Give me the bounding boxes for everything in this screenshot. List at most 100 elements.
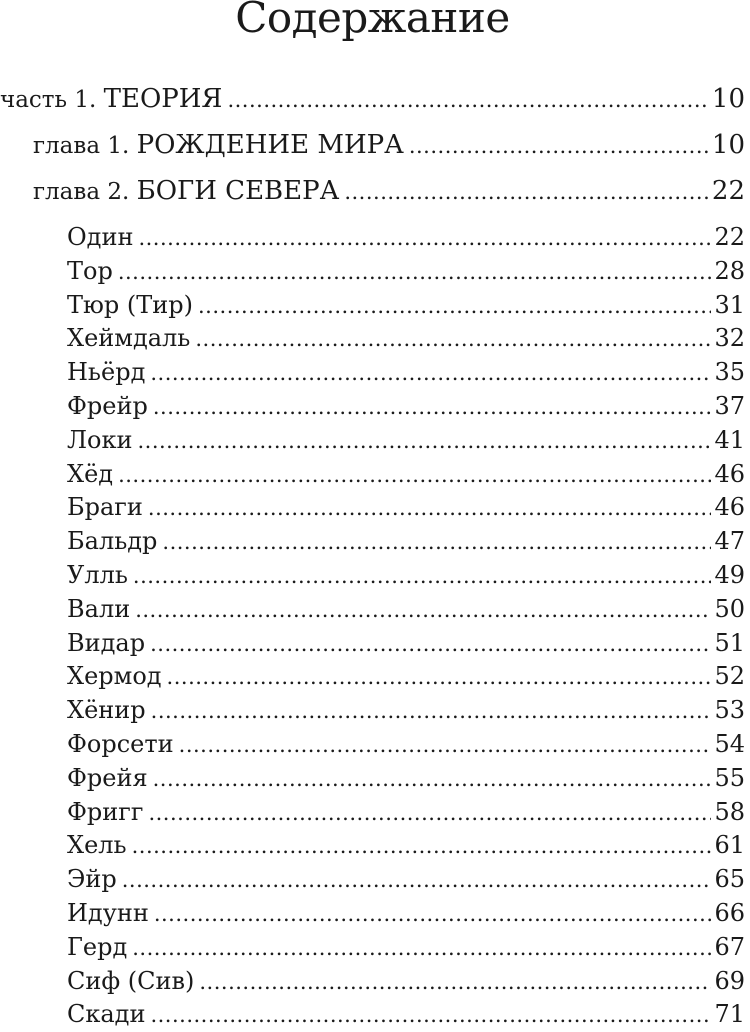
dot-leader <box>227 84 708 116</box>
toc-row-prefix: часть 1. <box>0 87 104 113</box>
toc-row-label: Герд <box>67 932 128 961</box>
dot-leader <box>195 323 711 356</box>
dot-leader <box>132 830 712 863</box>
dot-leader <box>118 459 711 492</box>
toc-row-label: Фрейр <box>67 391 148 420</box>
toc-row: Один 22 <box>0 221 745 255</box>
toc-row-label: Фрейя <box>67 763 148 792</box>
page-number: 52 <box>714 662 745 691</box>
dot-leader <box>118 256 712 289</box>
toc-row-label: Браги <box>67 493 143 522</box>
dot-leader <box>167 661 712 694</box>
page-number: 31 <box>714 290 745 319</box>
toc-row: Хеймдаль 32 <box>0 322 745 356</box>
toc-row: Хель 61 <box>0 829 745 863</box>
toc-row-label: ТЕОРИЯ <box>103 84 223 114</box>
dot-leader <box>132 932 711 965</box>
dot-leader <box>133 560 712 593</box>
toc-row: Форсети 54 <box>0 728 745 762</box>
toc-row: Тюр (Тир) 31 <box>0 289 745 323</box>
toc-row: Сиф (Сив) 69 <box>0 965 745 999</box>
toc-row: Фрейя 55 <box>0 762 745 796</box>
dot-leader <box>150 628 711 661</box>
toc-row-label: Локи <box>67 425 133 454</box>
page-number: 54 <box>714 729 745 758</box>
toc-row-prefix: глава 1. <box>33 133 137 159</box>
page-number: 47 <box>714 527 745 556</box>
dot-leader <box>137 425 711 458</box>
page-number: 61 <box>714 831 745 860</box>
page-number: 46 <box>714 459 745 488</box>
toc-row: Локи 41 <box>0 424 745 458</box>
page-number: 53 <box>714 696 745 725</box>
page-number: 37 <box>714 391 745 420</box>
toc-row-label: Хеймдаль <box>67 324 191 353</box>
page-number: 65 <box>714 865 745 894</box>
toc-row: Идунн 66 <box>0 897 745 931</box>
toc-row: Тор 28 <box>0 255 745 289</box>
page-number: 41 <box>714 425 745 454</box>
page-number: 10 <box>711 84 745 114</box>
toc-row-label: Один <box>67 223 134 251</box>
toc-row: глава 1. РОЖДЕНИЕ МИРА 10 <box>0 129 745 162</box>
toc-row: Бальдр 47 <box>0 525 745 559</box>
toc-row-label: Эйр <box>67 865 117 894</box>
toc-row: Эйр 65 <box>0 863 745 897</box>
dot-leader <box>138 222 711 255</box>
toc-row: часть 1. ТЕОРИЯ 10 <box>0 83 745 116</box>
toc-row-label: Видар <box>67 628 146 657</box>
dot-leader <box>162 526 711 559</box>
toc-row: Вали 50 <box>0 593 745 627</box>
dot-leader <box>153 391 712 424</box>
page-number: 10 <box>711 130 745 160</box>
toc-row-label: Тюр (Тир) <box>67 290 193 319</box>
toc-row-label: Улль <box>67 560 128 589</box>
dot-leader <box>344 176 709 208</box>
toc-row-label: Сиф (Сив) <box>67 966 195 995</box>
toc-row-label: Хёнир <box>67 696 146 725</box>
dot-leader <box>153 763 712 796</box>
page-number: 22 <box>711 176 745 206</box>
dot-leader <box>148 797 711 830</box>
page-number: 69 <box>714 966 745 995</box>
toc-row: Видар 51 <box>0 627 745 661</box>
toc-row-label: Бальдр <box>67 527 158 556</box>
toc-row-label: РОЖДЕНИЕ МИРА <box>136 130 404 160</box>
toc-row: Герд 67 <box>0 931 745 965</box>
dot-leader <box>198 290 711 323</box>
toc-row-label: Ньёрд <box>67 358 146 387</box>
page-number: 67 <box>714 932 745 961</box>
dot-leader <box>409 130 709 162</box>
dot-leader <box>148 492 712 525</box>
toc-row: Хёнир 53 <box>0 694 745 728</box>
page-number: 46 <box>714 493 745 522</box>
page-number: 55 <box>714 763 745 792</box>
dot-leader <box>151 695 712 728</box>
page-number: 49 <box>714 560 745 589</box>
toc-row: Фригг 58 <box>0 796 745 830</box>
dot-leader <box>179 729 712 762</box>
dot-leader <box>154 898 712 931</box>
dot-leader <box>135 594 711 627</box>
page-number: 50 <box>714 594 745 623</box>
toc-row-prefix: глава 2. <box>33 179 137 205</box>
dot-leader <box>199 966 711 999</box>
page-number: 58 <box>714 797 745 826</box>
toc-row: Хермод 52 <box>0 660 745 694</box>
toc-row: Хёд 46 <box>0 458 745 492</box>
toc-row-label: Тор <box>67 256 113 285</box>
toc-row-label: Хёд <box>67 459 114 488</box>
page-number: 51 <box>714 628 745 657</box>
toc-row-label: Идунн <box>67 898 149 927</box>
toc-row-label: Хермод <box>67 662 162 691</box>
dot-leader <box>150 357 711 390</box>
toc-row: Улль 49 <box>0 559 745 593</box>
toc-row: Скади 71 <box>0 998 745 1032</box>
toc-row-label: Вали <box>67 594 131 623</box>
toc-row-label: Скади <box>67 1000 146 1029</box>
page-number: 28 <box>714 256 745 285</box>
toc-row: Фрейр 37 <box>0 390 745 424</box>
dot-leader <box>150 999 711 1032</box>
toc-list: часть 1. ТЕОРИЯ 10 глава 1. РОЖДЕНИЕ МИР… <box>0 83 745 1032</box>
